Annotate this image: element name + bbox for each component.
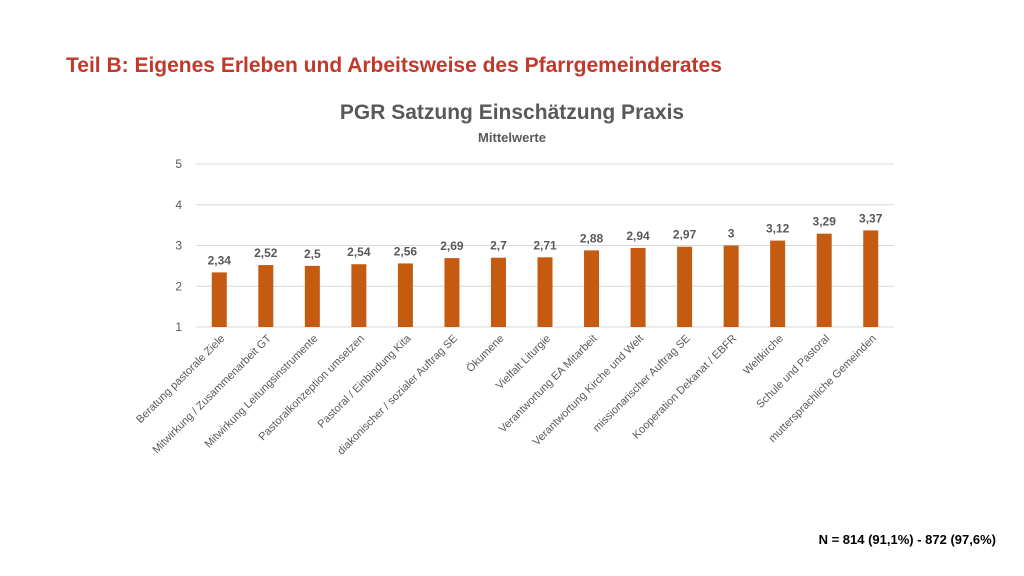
y-tick-label: 1 — [175, 320, 182, 334]
data-label: 2,52 — [254, 246, 278, 260]
bar — [211, 272, 227, 327]
slide-title: Teil B: Eigenes Erleben und Arbeitsweise… — [66, 54, 722, 77]
bar — [863, 230, 879, 327]
data-label: 3,37 — [859, 211, 883, 225]
data-label: 2,97 — [673, 228, 697, 242]
y-tick-label: 4 — [175, 198, 182, 212]
data-label: 3,12 — [766, 222, 790, 236]
x-tick-label: missionarischer Auftrag SE — [591, 333, 693, 435]
sample-size-note: N = 814 (91,1%) - 872 (97,6%) — [818, 532, 996, 547]
data-label: 3,29 — [813, 215, 837, 229]
bar — [258, 265, 274, 327]
data-label: 2,88 — [580, 231, 604, 245]
y-tick-label: 3 — [175, 239, 182, 253]
bar — [816, 233, 832, 327]
data-label: 2,5 — [304, 247, 321, 261]
x-tick-label: Pastoral / Einbindung Kita — [316, 332, 415, 431]
data-label: 2,54 — [347, 245, 371, 259]
bar — [304, 265, 320, 327]
bar — [537, 257, 553, 327]
data-label: 2,7 — [490, 239, 507, 253]
x-tick-label: Verantwortung EA Mitarbeit — [497, 333, 600, 436]
bar — [723, 245, 739, 327]
data-label: 2,56 — [394, 244, 418, 258]
y-tick-label: 5 — [175, 157, 182, 171]
bar — [397, 263, 413, 327]
x-tick-label: Beratung pastorale Ziele — [134, 333, 227, 426]
bar — [630, 247, 646, 327]
data-label: 2,34 — [208, 253, 232, 267]
chart-subtitle: Mittelwerte — [478, 130, 546, 145]
bar — [584, 250, 600, 327]
data-label: 2,71 — [533, 238, 557, 252]
y-tick-label: 2 — [175, 279, 182, 293]
data-label: 2,94 — [626, 229, 650, 243]
x-tick-label: Weltkirche — [741, 333, 786, 378]
bar — [351, 264, 367, 327]
bar — [490, 257, 506, 327]
data-label: 3 — [728, 227, 735, 241]
x-tick-label: Ökumene — [464, 333, 506, 375]
bar — [444, 258, 460, 327]
data-label: 2,69 — [440, 239, 464, 253]
bar — [770, 240, 786, 327]
bar — [677, 246, 693, 327]
chart-title: PGR Satzung Einschätzung Praxis — [339, 101, 685, 124]
